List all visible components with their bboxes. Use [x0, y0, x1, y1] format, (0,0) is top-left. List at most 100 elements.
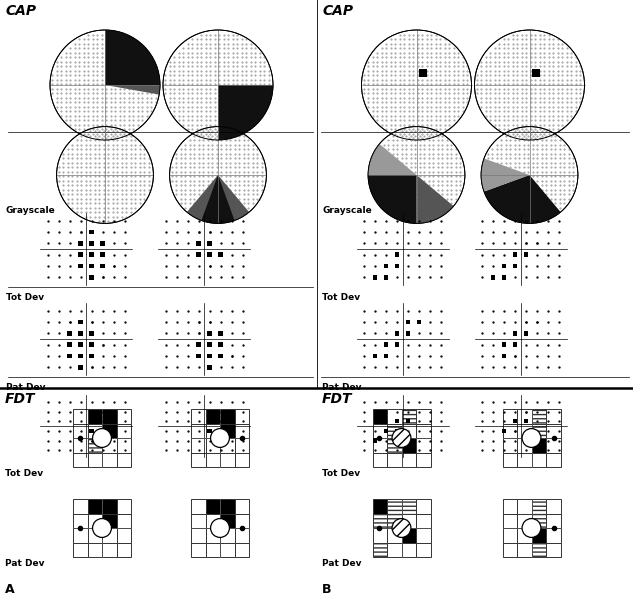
Bar — [503, 542, 517, 557]
Bar — [116, 528, 131, 542]
Circle shape — [211, 428, 229, 448]
Bar — [406, 331, 410, 335]
Bar — [100, 253, 104, 257]
Bar — [373, 275, 377, 280]
Bar — [523, 253, 529, 257]
Bar — [513, 343, 517, 347]
Bar — [78, 241, 83, 245]
Text: Tot Dev: Tot Dev — [6, 293, 44, 302]
Circle shape — [211, 518, 229, 538]
Bar — [517, 452, 532, 467]
Circle shape — [163, 30, 273, 140]
Bar — [502, 428, 506, 433]
Bar — [206, 452, 220, 467]
Circle shape — [475, 30, 584, 140]
Bar — [191, 424, 206, 438]
Circle shape — [361, 30, 472, 140]
Bar — [384, 428, 388, 433]
Wedge shape — [484, 175, 561, 223]
Bar — [416, 514, 430, 528]
Bar — [491, 275, 495, 280]
Bar — [373, 354, 377, 358]
Bar — [191, 438, 206, 452]
Bar — [384, 275, 388, 280]
Bar — [102, 542, 116, 557]
Bar — [401, 409, 416, 424]
Bar — [89, 331, 94, 335]
Text: Tot Dev: Tot Dev — [322, 469, 360, 478]
Bar — [206, 409, 220, 424]
Bar — [87, 528, 102, 542]
Bar — [102, 452, 116, 467]
Bar — [116, 499, 131, 514]
Bar — [234, 452, 249, 467]
Bar — [116, 452, 131, 467]
Bar — [401, 514, 416, 528]
Bar — [206, 528, 220, 542]
Circle shape — [50, 30, 160, 140]
Bar — [387, 514, 401, 528]
Bar — [416, 528, 430, 542]
Bar — [220, 528, 234, 542]
Bar — [191, 514, 206, 528]
Bar — [395, 331, 399, 335]
Bar — [89, 428, 94, 433]
Bar — [100, 264, 104, 268]
Bar — [395, 428, 399, 433]
Bar — [384, 343, 388, 347]
Bar — [102, 499, 116, 514]
Bar — [513, 253, 517, 257]
Bar — [67, 343, 72, 347]
Text: CAP: CAP — [6, 4, 37, 18]
Bar — [401, 424, 416, 438]
Bar — [220, 514, 234, 528]
Bar — [503, 424, 517, 438]
Bar — [220, 438, 234, 452]
Bar — [87, 542, 102, 557]
Circle shape — [368, 127, 465, 223]
Text: Grayscale: Grayscale — [6, 206, 56, 215]
Bar — [78, 365, 83, 370]
Bar — [401, 542, 416, 557]
Bar — [416, 499, 430, 514]
Circle shape — [92, 428, 111, 448]
Bar — [418, 69, 427, 77]
Bar — [503, 528, 517, 542]
Bar — [73, 514, 87, 528]
Bar — [372, 499, 387, 514]
Bar — [78, 253, 83, 257]
Bar — [73, 452, 87, 467]
Bar — [116, 438, 131, 452]
Bar — [503, 438, 517, 452]
Bar — [523, 331, 529, 335]
Bar — [416, 424, 430, 438]
Bar — [387, 424, 401, 438]
Bar — [116, 409, 131, 424]
Circle shape — [392, 518, 411, 538]
Bar — [234, 514, 249, 528]
Bar — [523, 419, 529, 424]
Bar — [546, 424, 560, 438]
Bar — [502, 354, 506, 358]
Bar — [546, 499, 560, 514]
Bar — [102, 424, 116, 438]
Text: Tot Dev: Tot Dev — [322, 293, 361, 302]
Bar — [387, 542, 401, 557]
Circle shape — [392, 428, 411, 448]
Bar — [220, 452, 234, 467]
Bar — [517, 514, 532, 528]
Bar — [384, 354, 388, 358]
Bar — [416, 542, 430, 557]
Bar — [73, 528, 87, 542]
Bar — [102, 514, 116, 528]
Bar — [73, 409, 87, 424]
Wedge shape — [218, 85, 273, 140]
Bar — [87, 409, 102, 424]
Bar — [116, 514, 131, 528]
Bar — [517, 528, 532, 542]
Bar — [78, 320, 83, 324]
Bar — [546, 514, 560, 528]
Bar — [207, 354, 212, 358]
Circle shape — [522, 428, 541, 448]
Bar — [220, 499, 234, 514]
